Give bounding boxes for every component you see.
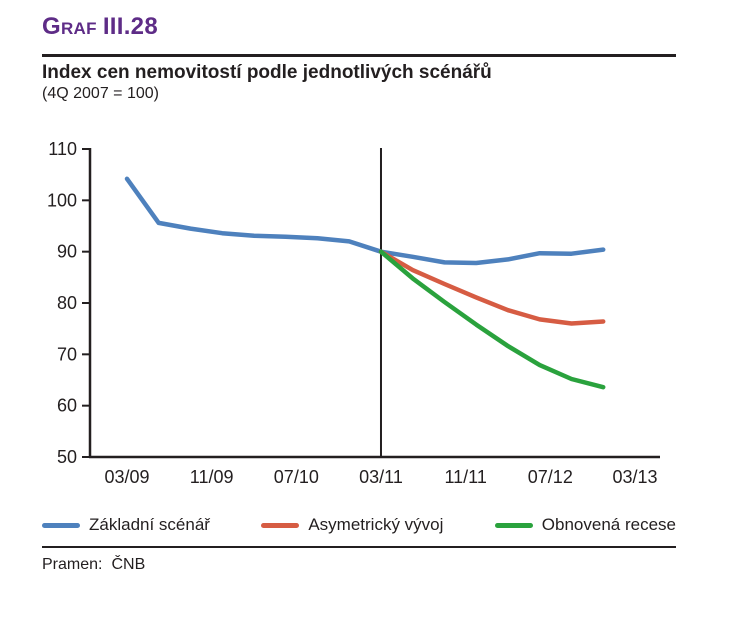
source-label: Pramen: (42, 556, 103, 573)
legend-item-1: Základní scénář (42, 515, 210, 535)
x-axis-tick-label: 03/11 (359, 467, 403, 487)
source-value: ČNB (111, 556, 146, 573)
legend-label: Základní scénář (89, 515, 210, 534)
y-axis-tick-label: 100 (47, 190, 77, 210)
series-line-1 (124, 176, 606, 266)
y-axis-tick-label: 110 (48, 139, 77, 159)
legend-label: Asymetrický vývoj (308, 515, 444, 534)
top-rule (42, 54, 676, 57)
x-axis-tick-label: 11/11 (444, 467, 486, 487)
legend-item-2: Asymetrický vývoj (261, 515, 443, 535)
x-axis-tick-label: 03/09 (104, 467, 149, 487)
graf-heading: Graf III.28 (42, 13, 158, 41)
graf-heading-word: Graf (42, 13, 97, 40)
legend-label: Obnovená recese (541, 515, 676, 534)
chart-legend: Základní scénář Asymetrický vývoj Obnovená… (42, 509, 676, 541)
chart-subtitle: (4Q 2007 = 100) (42, 85, 159, 102)
legend-item-3: Obnovená recese (494, 515, 676, 535)
x-axis-tick-label: 07/12 (528, 467, 573, 487)
series-line-2 (378, 249, 606, 326)
bottom-rule (42, 546, 676, 548)
legend-line-swatch (261, 522, 300, 528)
y-axis-tick-label: 60 (57, 396, 77, 416)
y-axis-tick-label: 90 (57, 242, 77, 262)
y-axis-tick-label: 70 (57, 344, 77, 364)
x-axis-tick-label: 03/13 (612, 467, 657, 487)
legend-line-swatch (42, 522, 80, 528)
y-axis-tick-label: 50 (57, 447, 77, 467)
chart-title: Index cen nemovitostí podle jednotlivých… (42, 62, 492, 83)
series-line-3 (378, 249, 606, 390)
source-line: Pramen: ČNB (42, 556, 145, 574)
legend-line-swatch (494, 522, 533, 528)
x-axis-tick-label: 07/10 (274, 467, 319, 487)
y-axis-tick-label: 80 (57, 293, 77, 313)
x-axis-tick-label: 11/09 (190, 467, 234, 487)
graf-heading-number: III.28 (102, 13, 158, 40)
